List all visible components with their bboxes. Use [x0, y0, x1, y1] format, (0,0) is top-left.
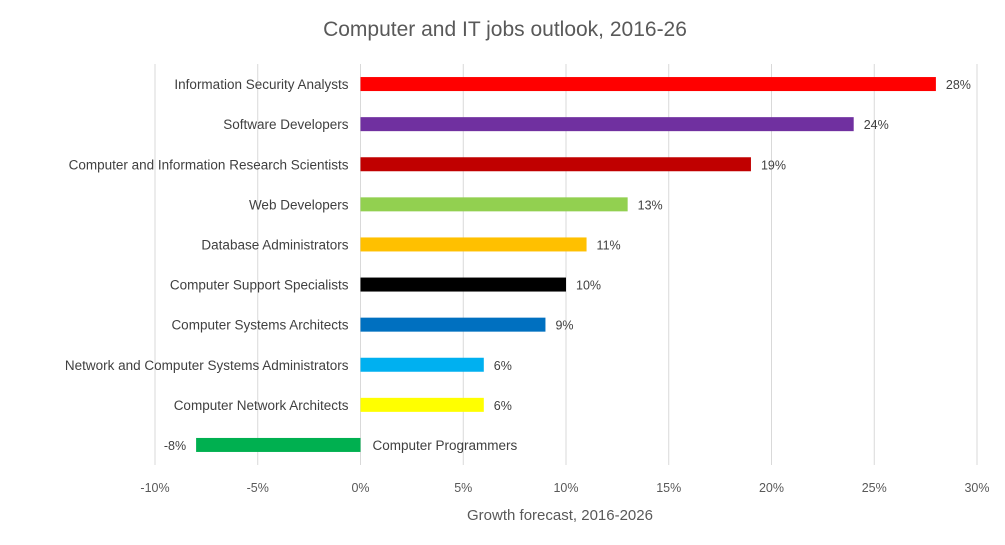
x-tick-label: 20%: [759, 481, 784, 495]
bar: [360, 277, 566, 292]
x-tick-label: 0%: [351, 481, 369, 495]
value-label: 9%: [555, 319, 573, 333]
category-label: Software Developers: [223, 117, 349, 132]
bar: [360, 117, 854, 132]
category-label: Computer Network Architects: [174, 398, 349, 413]
x-tick-label: 30%: [964, 481, 989, 495]
x-tick-label: -5%: [247, 481, 269, 495]
bars: [196, 77, 936, 452]
category-label: Computer and Information Research Scient…: [69, 157, 349, 172]
category-label: Computer Systems Architects: [171, 318, 348, 333]
bar: [360, 77, 936, 92]
bar: [360, 357, 484, 372]
category-label: Computer Support Specialists: [170, 278, 349, 293]
value-label: -8%: [164, 439, 186, 453]
value-label: 19%: [761, 158, 786, 172]
x-tick-label: 10%: [553, 481, 578, 495]
value-label: 6%: [494, 359, 512, 373]
value-label: 10%: [576, 279, 601, 293]
x-tick-label: 5%: [454, 481, 472, 495]
bar: [360, 397, 484, 412]
x-tick-labels: -10% -5% 0% 5% 10% 15% 20% 25% 30%: [140, 481, 989, 495]
x-tick-label: 15%: [656, 481, 681, 495]
x-tick-label: -10%: [140, 481, 169, 495]
bar: [196, 437, 361, 452]
chart-title: Computer and IT jobs outlook, 2016-26: [323, 18, 687, 41]
category-label: Web Developers: [249, 197, 349, 212]
category-labels: Information Security Analysts Software De…: [65, 77, 518, 453]
value-label: 13%: [638, 198, 663, 212]
bar: [360, 317, 546, 332]
value-label: 24%: [864, 118, 889, 132]
category-label: Computer Programmers: [373, 438, 518, 453]
x-axis-title: Growth forecast, 2016-2026: [467, 507, 653, 524]
category-label: Database Administrators: [201, 237, 348, 252]
bar: [360, 237, 587, 252]
category-label: Information Security Analysts: [174, 77, 348, 92]
category-label: Network and Computer Systems Administrat…: [65, 358, 349, 373]
bar: [360, 157, 751, 172]
bar: [360, 197, 628, 212]
value-label: 6%: [494, 399, 512, 413]
value-labels: 28% 24% 19% 13% 11% 10% 9% 6% 6% -8%: [164, 78, 971, 453]
value-label: 11%: [597, 238, 621, 252]
x-tick-label: 25%: [862, 481, 887, 495]
value-label: 28%: [946, 78, 971, 92]
